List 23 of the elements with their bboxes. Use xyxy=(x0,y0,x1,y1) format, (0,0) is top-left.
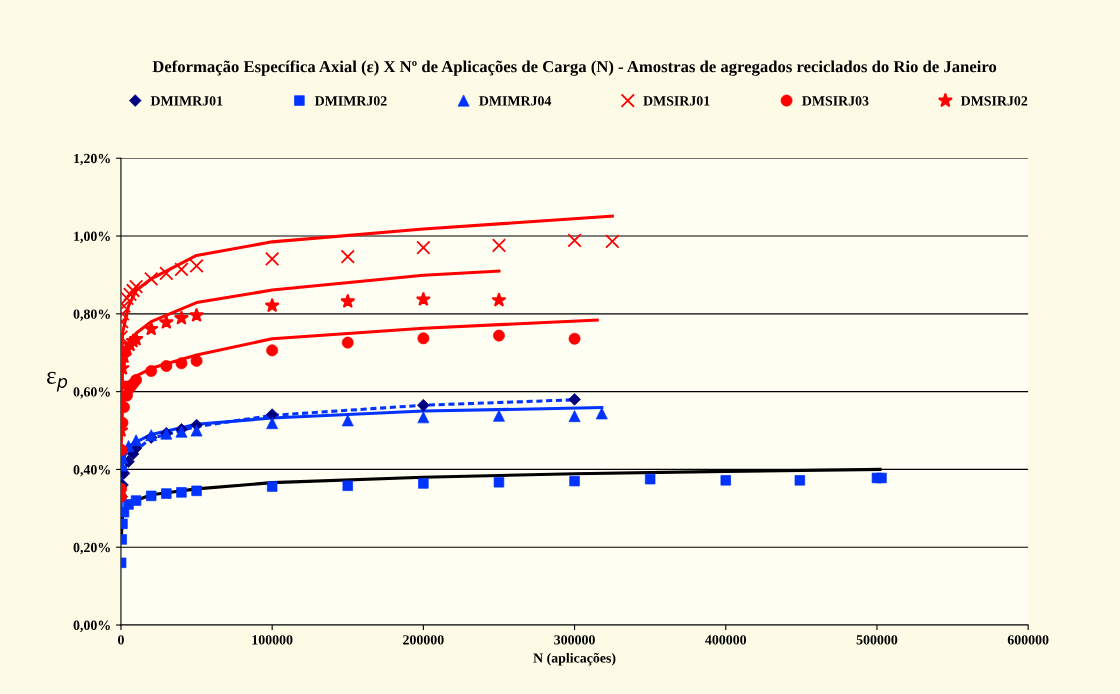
legend-label: DMIMRJ01 xyxy=(150,96,223,106)
y-axis-title: ε$_{p}$ xyxy=(47,371,68,392)
y-tick-label: 0,80% xyxy=(73,309,110,321)
legend-label: DMIMRJ04 xyxy=(479,96,552,106)
y-tick-label: 0,60% xyxy=(73,387,110,399)
x-tick-label: 0 xyxy=(118,635,124,645)
x-tick-label: 600000 xyxy=(1007,635,1049,645)
y-tick-label: 0,00% xyxy=(73,620,110,632)
x-tick-label: 500000 xyxy=(856,635,898,645)
x-tick-label: 200000 xyxy=(403,635,444,645)
x-tick-label: 300000 xyxy=(554,635,595,645)
y-tick-label: 1,00% xyxy=(74,231,110,243)
legend-label: DMSIRJ03 xyxy=(802,96,869,106)
legend-label: DMIMRJ02 xyxy=(314,96,387,106)
y-tick-label: 0,40% xyxy=(73,465,110,477)
x-axis-title: N (aplicações) xyxy=(533,652,616,666)
legend-label: DMSIRJ01 xyxy=(643,96,710,106)
x-tick-label: 400000 xyxy=(705,635,747,645)
chart-title: Deformação Específica Axial (ε) X Nº de Aplicações de Carga (N) - Amostras de agregados reciclados do Rio de Janeiro xyxy=(152,60,997,76)
x-tick-label: 100000 xyxy=(252,635,293,645)
y-tick-label: 1,20% xyxy=(74,153,110,166)
legend-label: DMSIRJ02 xyxy=(960,96,1028,106)
y-tick-label: 0,20% xyxy=(73,542,110,555)
